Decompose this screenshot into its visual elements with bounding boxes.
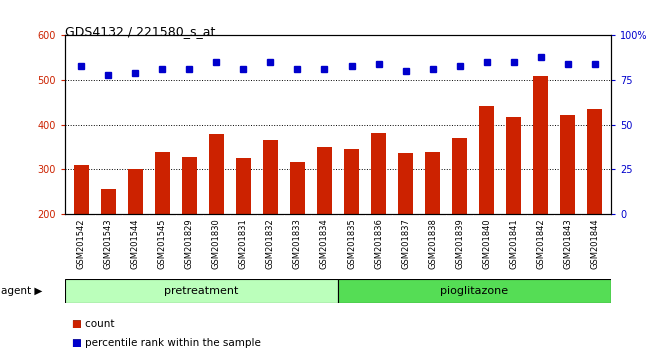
Bar <box>155 152 170 214</box>
Text: GSM201840: GSM201840 <box>482 218 491 269</box>
Bar <box>479 105 494 214</box>
Text: GDS4132 / 221580_s_at: GDS4132 / 221580_s_at <box>65 25 215 38</box>
Text: GSM201542: GSM201542 <box>77 218 86 269</box>
Text: pretreatment: pretreatment <box>164 286 239 296</box>
Text: GSM201841: GSM201841 <box>509 218 518 269</box>
Bar <box>236 158 251 214</box>
Text: GSM201842: GSM201842 <box>536 218 545 269</box>
Bar <box>182 157 197 214</box>
Bar <box>263 141 278 214</box>
Text: GSM201829: GSM201829 <box>185 218 194 269</box>
Text: GSM201837: GSM201837 <box>401 218 410 269</box>
Text: GSM201830: GSM201830 <box>212 218 221 269</box>
Text: GSM201544: GSM201544 <box>131 218 140 269</box>
Bar <box>398 153 413 214</box>
Text: GSM201844: GSM201844 <box>590 218 599 269</box>
Bar <box>425 153 440 214</box>
Bar <box>371 133 386 214</box>
Text: ■ percentile rank within the sample: ■ percentile rank within the sample <box>72 338 261 348</box>
Bar <box>506 117 521 214</box>
Bar <box>560 115 575 214</box>
Text: GSM201838: GSM201838 <box>428 218 437 269</box>
Text: GSM201833: GSM201833 <box>293 218 302 269</box>
Text: ■ count: ■ count <box>72 319 114 329</box>
Text: GSM201831: GSM201831 <box>239 218 248 269</box>
Bar <box>128 169 143 214</box>
Text: GSM201843: GSM201843 <box>564 218 572 269</box>
Bar <box>533 76 548 214</box>
Bar <box>317 147 332 214</box>
Bar <box>452 138 467 214</box>
Text: GSM201545: GSM201545 <box>158 218 167 269</box>
Text: pioglitazone: pioglitazone <box>441 286 508 296</box>
Bar <box>588 109 602 214</box>
Bar <box>74 165 88 214</box>
Text: ■: ■ <box>72 319 81 329</box>
Text: GSM201836: GSM201836 <box>374 218 383 269</box>
Bar <box>101 189 116 214</box>
Bar <box>65 279 338 303</box>
Text: GSM201839: GSM201839 <box>455 218 464 269</box>
Text: agent ▶: agent ▶ <box>1 286 42 296</box>
Text: GSM201543: GSM201543 <box>104 218 112 269</box>
Text: GSM201832: GSM201832 <box>266 218 275 269</box>
Text: GSM201834: GSM201834 <box>320 218 329 269</box>
Bar <box>344 149 359 214</box>
Bar <box>338 279 611 303</box>
Bar <box>290 162 305 214</box>
Bar <box>209 134 224 214</box>
Text: ■: ■ <box>72 338 81 348</box>
Text: GSM201835: GSM201835 <box>347 218 356 269</box>
